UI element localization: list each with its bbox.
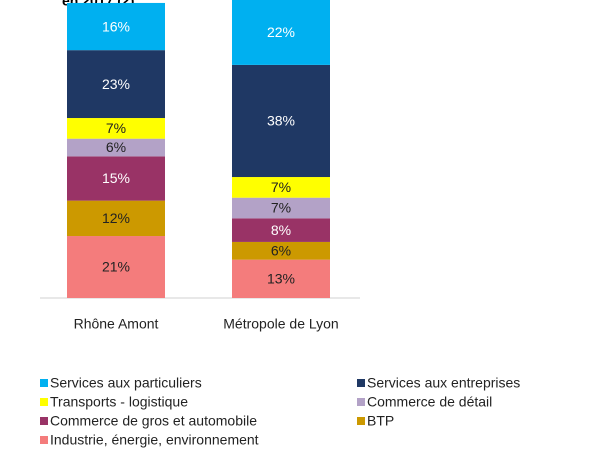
- data-label: 12%: [102, 210, 130, 226]
- legend-label: Services aux entreprises: [367, 375, 520, 391]
- legend-label: Services aux particuliers: [50, 375, 202, 391]
- legend-swatch: [357, 417, 365, 425]
- legend-label: Commerce de détail: [367, 394, 492, 410]
- data-label: 7%: [271, 179, 291, 195]
- bar-segment: [232, 197, 330, 219]
- bar-segment: [67, 2, 165, 51]
- data-label: 7%: [271, 200, 291, 216]
- legend-label: Transports - logistique: [50, 394, 188, 410]
- data-label: 7%: [106, 120, 126, 136]
- legend-swatch: [40, 436, 48, 444]
- x-tick-label: Rhône Amont: [74, 316, 159, 332]
- data-label: 23%: [102, 76, 130, 92]
- data-label: 6%: [271, 242, 291, 258]
- data-label: 15%: [102, 170, 130, 186]
- bar-segment: [67, 138, 165, 157]
- bar-segment: [67, 118, 165, 139]
- bar-segment: [232, 177, 330, 198]
- data-label: 38%: [267, 113, 295, 129]
- legend-label: Commerce de gros et automobile: [50, 413, 257, 429]
- data-label: 8%: [271, 222, 291, 238]
- legend-swatch: [40, 379, 48, 387]
- data-label: 21%: [102, 259, 130, 275]
- bar-segment: [232, 64, 330, 178]
- bar-segment: [67, 156, 165, 201]
- data-label: 6%: [106, 139, 126, 155]
- bar-segment: [67, 200, 165, 237]
- legend-swatch: [357, 398, 365, 406]
- bar-segment: [232, 0, 330, 65]
- data-label: 13%: [267, 271, 295, 287]
- bar-segment: [232, 218, 330, 242]
- legend-swatch: [40, 398, 48, 406]
- x-tick-label: Métropole de Lyon: [223, 316, 338, 332]
- data-label: 16%: [102, 18, 130, 34]
- bar-segment: [232, 241, 330, 260]
- bar-segment: [67, 236, 165, 298]
- data-label: 22%: [267, 24, 295, 40]
- legend-swatch: [40, 417, 48, 425]
- legend-label: BTP: [367, 413, 394, 429]
- bar-segment: [232, 259, 330, 298]
- bar-segment: [67, 50, 165, 119]
- legend-swatch: [357, 379, 365, 387]
- legend-label: Industrie, énergie, environnement: [50, 432, 259, 448]
